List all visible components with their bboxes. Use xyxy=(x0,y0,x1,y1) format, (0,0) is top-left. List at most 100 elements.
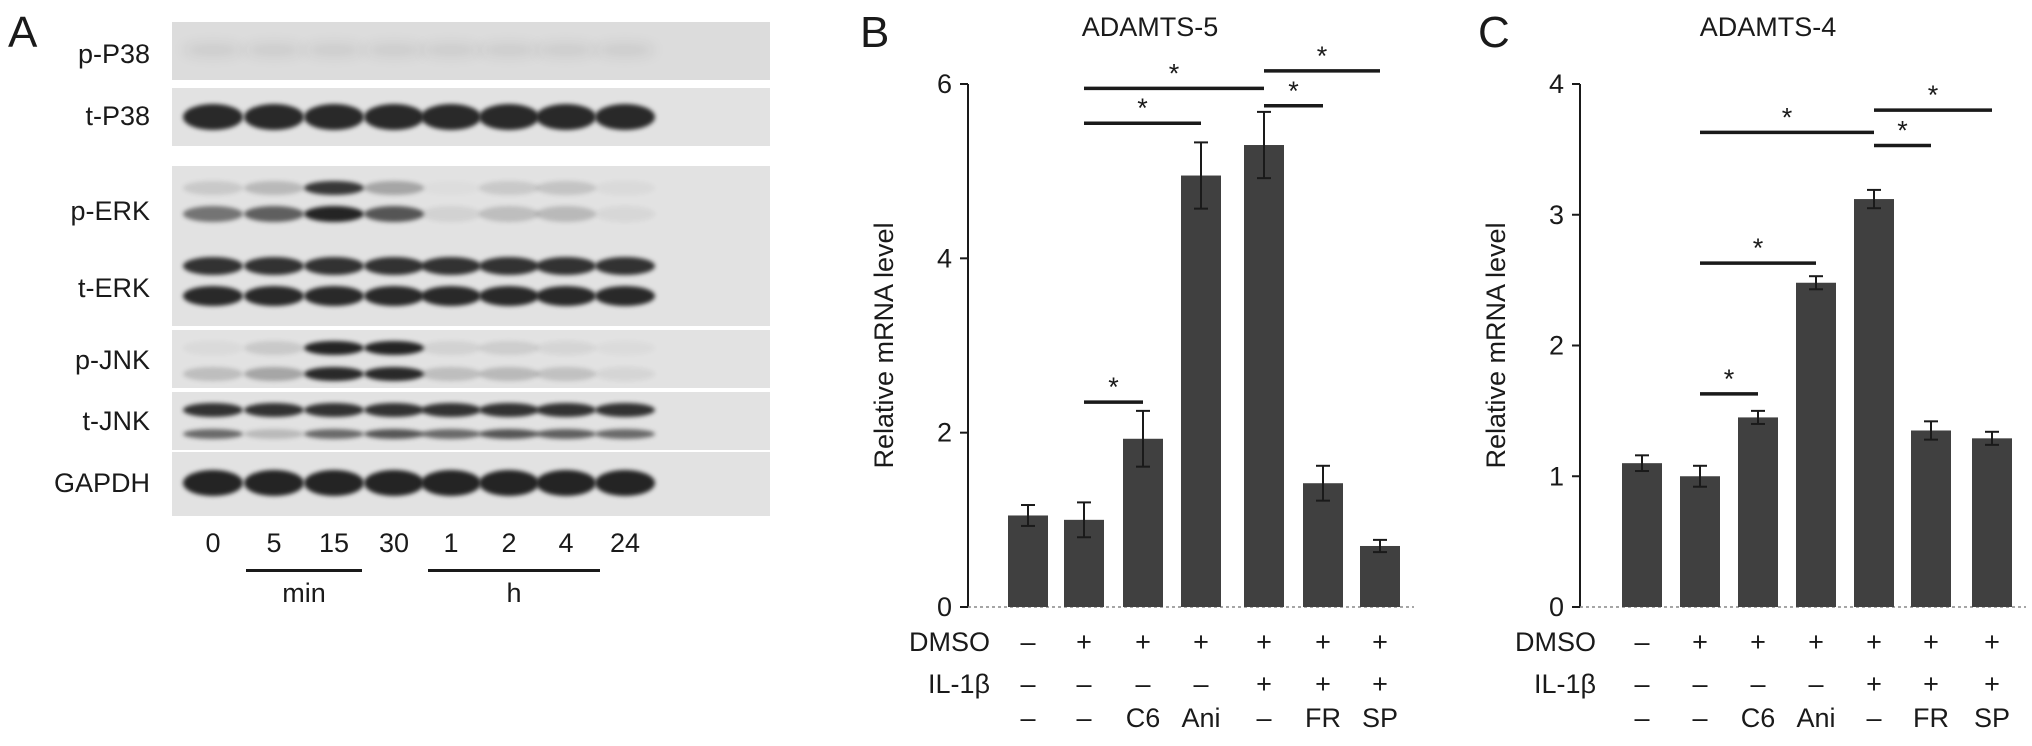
treatment-cell: – xyxy=(1692,703,1707,733)
y-tick-label: 3 xyxy=(1549,200,1564,230)
blot-band xyxy=(183,257,243,275)
blot-band xyxy=(183,104,243,130)
blot-band xyxy=(479,470,539,496)
lane-label: 2 xyxy=(501,528,517,558)
blot-band xyxy=(244,43,304,57)
bar xyxy=(1008,515,1048,607)
blot-band xyxy=(364,367,424,381)
blot-band xyxy=(536,429,596,439)
treatment-cell: + xyxy=(1135,627,1151,657)
blot-band xyxy=(421,257,481,275)
blot-band xyxy=(421,181,481,195)
blot-band xyxy=(595,43,655,57)
treatment-cell: – xyxy=(1634,669,1649,699)
bar xyxy=(1360,545,1400,607)
treatment-row-label: DMSO xyxy=(1515,627,1596,657)
blot-band xyxy=(244,429,304,439)
treatment-cell: + xyxy=(1256,669,1272,699)
treatment-cell: – xyxy=(1020,669,1035,699)
blot-strip xyxy=(172,238,770,326)
significance-star: * xyxy=(1782,102,1793,132)
y-tick-label: 0 xyxy=(1549,592,1564,622)
blot-band xyxy=(536,470,596,496)
blot-band xyxy=(536,341,596,355)
significance-star: * xyxy=(1317,41,1328,71)
treatment-cell: + xyxy=(1256,627,1272,657)
blot-band xyxy=(595,286,655,306)
treatment-cell: + xyxy=(1315,627,1331,657)
lane-label: 30 xyxy=(378,528,410,558)
blot-row-label: t-JNK xyxy=(82,406,151,436)
blot-band xyxy=(536,367,596,381)
lane-label: 24 xyxy=(609,528,641,558)
significance-star: * xyxy=(1897,115,1908,145)
treatment-cell: Ani xyxy=(1796,703,1835,733)
blot-row-label: GAPDH xyxy=(53,468,150,498)
blot-row-label: t-P38 xyxy=(85,101,150,131)
blot-band xyxy=(595,341,655,355)
lane-group-label: min xyxy=(282,578,326,608)
blot-band xyxy=(479,367,539,381)
panel-letter-c: C xyxy=(1478,8,1510,57)
blot-band xyxy=(536,206,596,222)
blot-band xyxy=(244,257,304,275)
significance-star: * xyxy=(1108,372,1119,402)
blot-band xyxy=(364,257,424,275)
panel-letter-b: B xyxy=(860,8,890,57)
blot-band xyxy=(595,257,655,275)
blot-band xyxy=(479,43,539,57)
treatment-cell: + xyxy=(1372,669,1388,699)
blot-band xyxy=(244,286,304,306)
treatment-cell: + xyxy=(1076,627,1092,657)
blot-band xyxy=(479,104,539,130)
blot-band xyxy=(536,104,596,130)
treatment-cell: + xyxy=(1923,627,1939,657)
blot-band xyxy=(364,181,424,195)
treatment-row-label: IL-1β xyxy=(928,669,990,699)
lane-label: 15 xyxy=(318,528,350,558)
blot-band xyxy=(244,470,304,496)
blot-band xyxy=(421,104,481,130)
blot-band xyxy=(536,286,596,306)
y-tick-label: 4 xyxy=(937,243,952,273)
treatment-cell: SP xyxy=(1974,703,2010,733)
blot-band xyxy=(479,429,539,439)
y-tick-label: 2 xyxy=(1549,331,1564,361)
blot-band xyxy=(479,341,539,355)
blot-band xyxy=(595,206,655,222)
blot-band xyxy=(595,104,655,130)
blot-band xyxy=(364,341,424,355)
blot-band xyxy=(421,367,481,381)
blot-band xyxy=(479,206,539,222)
treatment-cell: + xyxy=(1923,669,1939,699)
treatment-cell: Ani xyxy=(1181,703,1220,733)
treatment-cell: + xyxy=(1808,627,1824,657)
treatment-cell: + xyxy=(1692,627,1708,657)
lane-group-line xyxy=(246,569,362,572)
treatment-cell: – xyxy=(1256,703,1271,733)
treatment-cell: – xyxy=(1135,669,1150,699)
blot-band xyxy=(304,470,364,496)
blot-band xyxy=(304,429,364,439)
treatment-cell: + xyxy=(1984,669,2000,699)
blot-band xyxy=(183,43,243,57)
bar xyxy=(1738,417,1778,607)
blot-band xyxy=(479,286,539,306)
blot-strip xyxy=(172,166,770,238)
treatment-cell: C6 xyxy=(1126,703,1161,733)
treatment-cell: – xyxy=(1866,703,1881,733)
blot-band xyxy=(364,206,424,222)
blot-row-label: p-P38 xyxy=(77,39,150,69)
blot-band xyxy=(536,257,596,275)
bar xyxy=(1303,483,1343,607)
blot-strip xyxy=(172,88,770,146)
treatment-row-label: IL-1β xyxy=(1534,669,1596,699)
blot-band xyxy=(183,367,243,381)
treatment-cell: + xyxy=(1866,627,1882,657)
treatment-cell: – xyxy=(1634,703,1649,733)
blot-band xyxy=(304,367,364,381)
blot-band xyxy=(304,43,364,57)
y-axis-label: Relative mRNA level xyxy=(1481,222,1511,468)
treatment-cell: – xyxy=(1076,669,1091,699)
blot-band xyxy=(421,43,481,57)
